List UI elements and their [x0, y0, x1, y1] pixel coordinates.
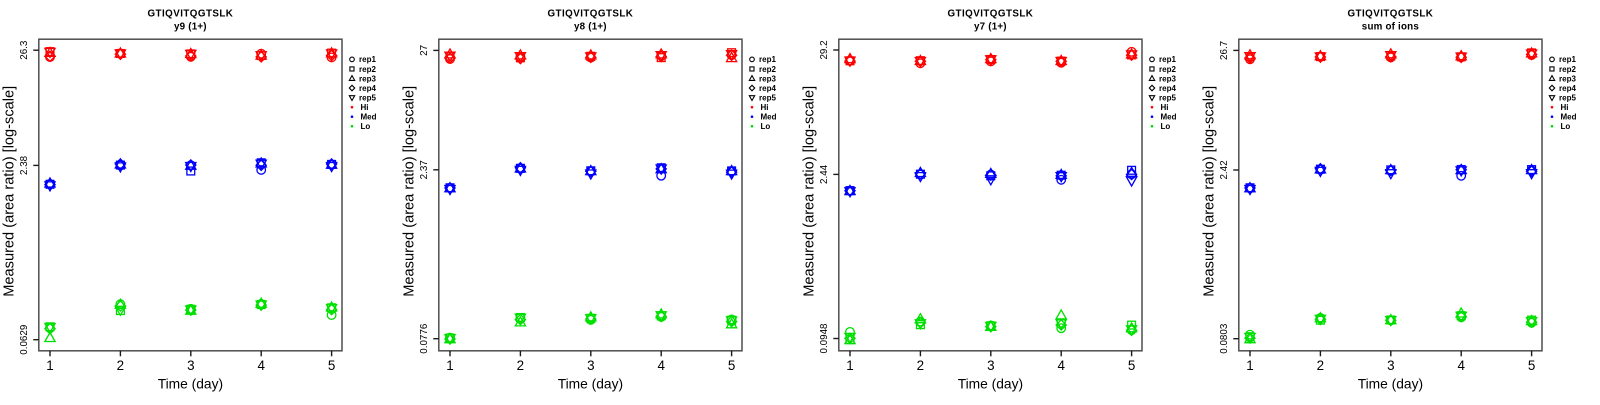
svg-text:4: 4	[657, 358, 665, 373]
svg-text:4: 4	[1457, 358, 1465, 373]
svg-text:Hi: Hi	[1161, 103, 1169, 112]
svg-text:26.3: 26.3	[19, 40, 30, 60]
svg-text:3: 3	[187, 358, 194, 373]
svg-text:Med: Med	[361, 113, 377, 122]
svg-text:rep1: rep1	[1559, 55, 1576, 64]
svg-text:rep5: rep5	[359, 93, 376, 102]
svg-text:4: 4	[257, 358, 265, 373]
svg-text:rep4: rep4	[1159, 84, 1176, 93]
svg-text:0.0948: 0.0948	[819, 323, 830, 354]
svg-text:GTIQVITQGTSLK: GTIQVITQGTSLK	[947, 9, 1033, 20]
svg-text:0.0629: 0.0629	[19, 325, 30, 355]
svg-text:3: 3	[1387, 358, 1394, 373]
svg-text:Hi: Hi	[361, 103, 369, 112]
svg-text:Time (day): Time (day)	[958, 377, 1023, 392]
svg-text:1: 1	[846, 358, 853, 373]
svg-text:y9 (1+): y9 (1+)	[174, 22, 207, 33]
svg-text:2: 2	[117, 358, 124, 373]
svg-text:Lo: Lo	[1561, 122, 1571, 131]
svg-text:27: 27	[419, 45, 430, 56]
svg-text:Hi: Hi	[761, 103, 769, 112]
svg-text:Med: Med	[1561, 113, 1577, 122]
svg-text:rep2: rep2	[759, 65, 776, 74]
svg-text:rep1: rep1	[359, 55, 376, 64]
svg-text:GTIQVITQGTSLK: GTIQVITQGTSLK	[147, 9, 233, 20]
svg-text:5: 5	[1128, 358, 1135, 373]
svg-text:rep4: rep4	[359, 84, 376, 93]
svg-text:rep3: rep3	[1159, 74, 1176, 83]
svg-text:Measured (area ratio) [log-sca: Measured (area ratio) [log-scale]	[1201, 86, 1217, 297]
svg-text:2.42: 2.42	[1219, 160, 1230, 179]
svg-text:1: 1	[1246, 358, 1253, 373]
svg-text:Time (day): Time (day)	[158, 377, 223, 392]
svg-text:rep5: rep5	[1559, 93, 1576, 102]
svg-text:4: 4	[1057, 358, 1065, 373]
svg-text:Lo: Lo	[761, 122, 771, 131]
svg-text:rep4: rep4	[759, 84, 776, 93]
svg-text:sum of ions: sum of ions	[1362, 22, 1420, 33]
svg-text:Measured (area ratio) [log-sca: Measured (area ratio) [log-scale]	[801, 86, 817, 297]
svg-text:rep1: rep1	[1159, 55, 1176, 64]
svg-text:GTIQVITQGTSLK: GTIQVITQGTSLK	[547, 9, 633, 20]
svg-text:rep4: rep4	[1559, 84, 1576, 93]
svg-text:Lo: Lo	[1161, 122, 1171, 131]
svg-text:rep3: rep3	[759, 74, 776, 83]
svg-text:Time (day): Time (day)	[558, 377, 623, 392]
svg-text:0.0803: 0.0803	[1219, 323, 1230, 354]
svg-text:GTIQVITQGTSLK: GTIQVITQGTSLK	[1347, 9, 1433, 20]
svg-text:Med: Med	[1161, 113, 1177, 122]
svg-text:Measured (area ratio) [log-sca: Measured (area ratio) [log-scale]	[401, 86, 417, 297]
svg-text:2: 2	[917, 358, 924, 373]
svg-text:y7 (1+): y7 (1+)	[974, 22, 1007, 33]
svg-text:Hi: Hi	[1561, 103, 1569, 112]
svg-text:26.7: 26.7	[1219, 41, 1230, 60]
svg-text:rep5: rep5	[759, 93, 776, 102]
svg-text:2.37: 2.37	[419, 160, 430, 179]
svg-text:rep3: rep3	[1559, 74, 1576, 83]
svg-text:1: 1	[446, 358, 453, 373]
svg-text:2.38: 2.38	[19, 155, 30, 175]
svg-text:rep3: rep3	[359, 74, 376, 83]
svg-text:2.44: 2.44	[819, 164, 830, 184]
svg-text:5: 5	[1528, 358, 1535, 373]
svg-text:rep2: rep2	[1159, 65, 1176, 74]
svg-text:29.2: 29.2	[819, 40, 830, 59]
svg-text:rep2: rep2	[359, 65, 376, 74]
svg-text:rep1: rep1	[759, 55, 776, 64]
svg-text:0.0776: 0.0776	[419, 323, 430, 354]
svg-text:Time (day): Time (day)	[1358, 377, 1423, 392]
svg-text:Med: Med	[761, 113, 777, 122]
svg-text:rep2: rep2	[1559, 65, 1576, 74]
svg-text:1: 1	[46, 358, 53, 373]
svg-text:5: 5	[728, 358, 735, 373]
svg-text:rep5: rep5	[1159, 93, 1176, 102]
svg-text:2: 2	[517, 358, 524, 373]
svg-text:Lo: Lo	[361, 122, 371, 131]
svg-text:2: 2	[1317, 358, 1324, 373]
svg-text:3: 3	[587, 358, 594, 373]
svg-text:y8 (1+): y8 (1+)	[574, 22, 607, 33]
svg-text:Measured (area ratio) [log-sca: Measured (area ratio) [log-scale]	[1, 86, 17, 297]
svg-text:3: 3	[987, 358, 994, 373]
svg-text:5: 5	[328, 358, 335, 373]
